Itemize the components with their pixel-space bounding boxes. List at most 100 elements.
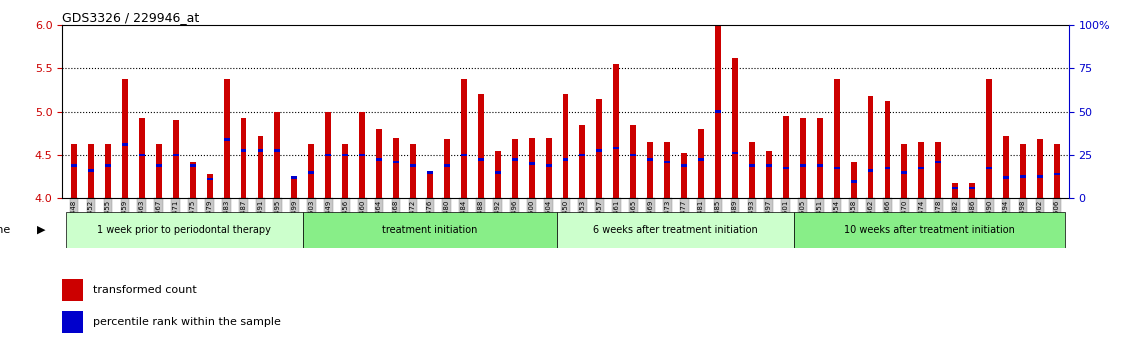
Bar (969, 187, 975, 189)
Bar (377, 129, 382, 198)
Bar (190, 162, 196, 198)
Bar (528, 162, 535, 165)
Bar (647, 142, 654, 198)
Bar (834, 79, 839, 198)
Bar (122, 143, 128, 146)
Bar (173, 120, 179, 198)
Bar (664, 142, 671, 198)
Bar (732, 58, 737, 198)
Bar (918, 167, 924, 169)
Text: ▶: ▶ (36, 225, 45, 235)
Bar (884, 101, 890, 198)
Bar (969, 183, 975, 198)
Bar (867, 169, 873, 172)
Bar (579, 125, 586, 198)
Bar (766, 164, 771, 167)
Bar (428, 172, 433, 198)
Bar (1020, 175, 1026, 178)
Bar (545, 137, 552, 198)
Bar (817, 119, 822, 198)
Bar (867, 96, 873, 198)
Text: GDS3326 / 229946_at: GDS3326 / 229946_at (62, 11, 199, 24)
Bar (443, 139, 450, 198)
Bar (884, 167, 890, 169)
Bar (630, 154, 637, 156)
Text: 1 week prior to periodontal therapy: 1 week prior to periodontal therapy (97, 225, 271, 235)
Bar (224, 79, 230, 198)
Bar (258, 136, 264, 198)
Bar (66, 212, 303, 248)
Bar (558, 212, 794, 248)
Bar (1054, 144, 1060, 198)
Text: time: time (0, 225, 11, 235)
Bar (460, 79, 467, 198)
Bar (139, 154, 145, 156)
Bar (1003, 136, 1009, 198)
Bar (834, 167, 839, 169)
Bar (377, 158, 382, 160)
Bar (1037, 175, 1043, 178)
Bar (292, 176, 297, 179)
Bar (901, 144, 907, 198)
Bar (71, 164, 77, 167)
Bar (986, 79, 992, 198)
Bar (428, 171, 433, 173)
Bar (562, 94, 569, 198)
Bar (698, 129, 703, 198)
Text: 10 weeks after treatment initiation: 10 weeks after treatment initiation (845, 225, 1016, 235)
Bar (794, 212, 1065, 248)
Bar (851, 162, 856, 198)
Bar (477, 158, 484, 160)
Bar (630, 125, 637, 198)
Bar (732, 152, 737, 154)
Bar (494, 150, 501, 198)
Bar (715, 110, 720, 113)
Bar (511, 139, 518, 198)
Bar (647, 158, 654, 160)
Bar (275, 149, 280, 152)
Text: 6 weeks after treatment initiation: 6 weeks after treatment initiation (594, 225, 758, 235)
Bar (62, 311, 83, 333)
Bar (360, 112, 365, 198)
Bar (343, 154, 348, 156)
Bar (596, 149, 603, 152)
Bar (207, 174, 213, 198)
Bar (800, 119, 805, 198)
Bar (224, 138, 230, 141)
Bar (477, 94, 484, 198)
Bar (394, 137, 399, 198)
Bar (918, 142, 924, 198)
Bar (817, 164, 822, 167)
Bar (681, 153, 688, 198)
Bar (105, 144, 111, 198)
Bar (156, 144, 162, 198)
Text: treatment initiation: treatment initiation (382, 225, 477, 235)
Bar (986, 167, 992, 169)
Bar (360, 154, 365, 156)
Bar (326, 112, 331, 198)
Bar (411, 164, 416, 167)
Bar (511, 158, 518, 160)
Bar (545, 164, 552, 167)
Bar (105, 164, 111, 167)
Text: percentile rank within the sample: percentile rank within the sample (93, 317, 280, 327)
Bar (935, 142, 941, 198)
Bar (952, 183, 958, 198)
Bar (935, 160, 941, 163)
Bar (326, 154, 331, 156)
Bar (343, 144, 348, 198)
Bar (309, 171, 314, 173)
Bar (1037, 139, 1043, 198)
Bar (411, 144, 416, 198)
Bar (1020, 144, 1026, 198)
Bar (800, 164, 805, 167)
Bar (596, 98, 603, 198)
Bar (62, 279, 83, 301)
Bar (258, 149, 264, 152)
Bar (156, 164, 162, 167)
Bar (901, 171, 907, 173)
Bar (88, 169, 94, 172)
Bar (139, 119, 145, 198)
Bar (71, 144, 77, 198)
Bar (528, 137, 535, 198)
